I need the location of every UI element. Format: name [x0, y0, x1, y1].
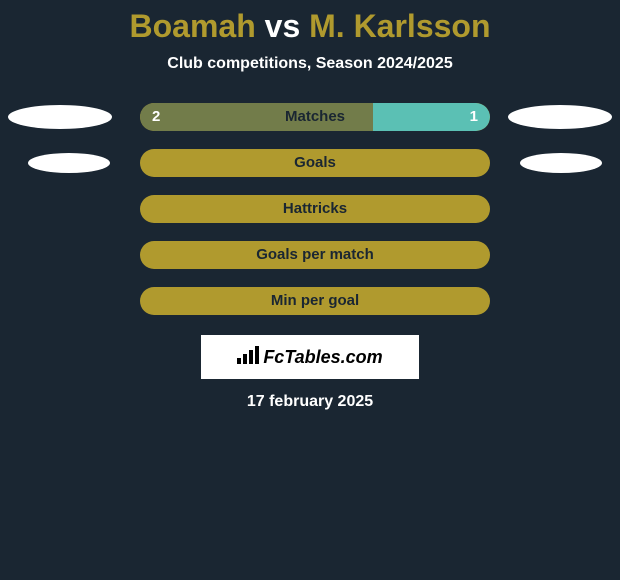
player-ellipse-right [520, 153, 602, 173]
logo-text: FcTables.com [263, 347, 382, 368]
page-title: Boamah vs M. Karlsson [0, 8, 620, 45]
bars-icon [237, 346, 259, 369]
stat-bar: Goals [140, 149, 490, 177]
stats-list: Matches2 1 Goals Hattricks Goals per match Mi… [0, 101, 620, 317]
player-ellipse-right [508, 105, 612, 129]
stat-row: Matches2 1 [0, 101, 620, 133]
stat-value-right: 1 [470, 103, 478, 131]
stat-value-left: 2 [152, 103, 160, 131]
stat-label: Matches [140, 103, 490, 131]
stat-label: Hattricks [140, 195, 490, 223]
subtitle: Club competitions, Season 2024/2025 [0, 55, 620, 73]
stat-label: Goals [140, 149, 490, 177]
player2-name: M. Karlsson [309, 8, 490, 44]
date-text: 17 february 2025 [0, 393, 620, 411]
vs-text: vs [265, 8, 301, 44]
stat-row: Min per goal [0, 285, 620, 317]
stat-label: Min per goal [140, 287, 490, 315]
stat-row: Hattricks [0, 193, 620, 225]
stat-bar: Min per goal [140, 287, 490, 315]
player1-name: Boamah [130, 8, 256, 44]
player-ellipse-left [28, 153, 110, 173]
stat-bar: Goals per match [140, 241, 490, 269]
stat-bar: Hattricks [140, 195, 490, 223]
stat-label: Goals per match [140, 241, 490, 269]
comparison-widget: Boamah vs M. Karlsson Club competitions,… [0, 0, 620, 411]
stat-row: Goals [0, 147, 620, 179]
stat-bar: Matches2 1 [140, 103, 490, 131]
stat-row: Goals per match [0, 239, 620, 271]
player-ellipse-left [8, 105, 112, 129]
logo-box: FcTables.com [201, 335, 419, 379]
logo: FcTables.com [237, 346, 382, 369]
